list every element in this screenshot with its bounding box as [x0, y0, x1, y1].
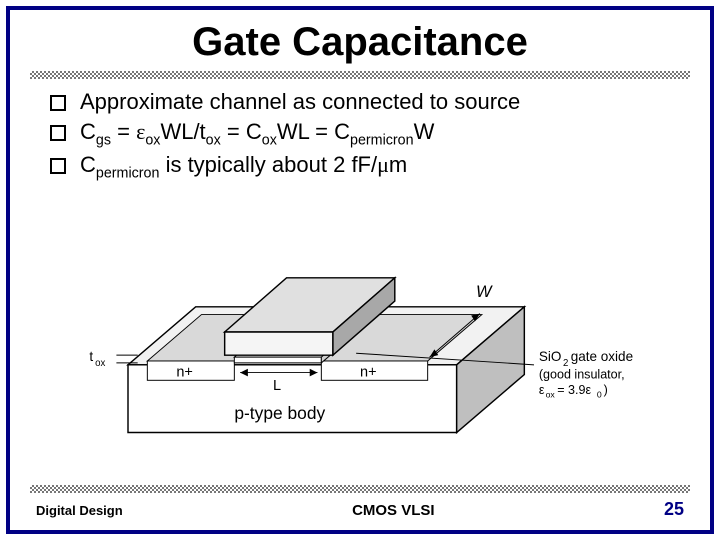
- transistor-diagram: L W t ox n+ n+ p-type body SiO 2 gate ox…: [70, 245, 650, 475]
- footer-row: Digital Design CMOS VLSI 25: [30, 499, 690, 520]
- bullet-item: Cpermicron is typically about 2 fF/μm: [50, 152, 670, 181]
- label-tox-sub: ox: [95, 358, 105, 369]
- bullet-text: Approximate channel as connected to sour…: [80, 89, 520, 115]
- label-L: L: [273, 378, 281, 394]
- label-oxide-2b-sub: ox: [546, 390, 556, 400]
- label-nplus-left: n+: [176, 364, 193, 380]
- label-nplus-right: n+: [360, 364, 377, 380]
- bullet-marker-icon: [50, 95, 66, 111]
- label-oxide-1: SiO: [539, 349, 562, 364]
- bullet-marker-icon: [50, 158, 66, 174]
- slide-title: Gate Capacitance: [10, 10, 710, 71]
- label-oxide-2d: ): [604, 383, 608, 397]
- label-tox: t: [89, 349, 93, 364]
- bullet-marker-icon: [50, 125, 66, 141]
- label-W: W: [476, 283, 493, 301]
- label-oxide-2: (good insulator,: [539, 367, 625, 381]
- slide-border: Gate Capacitance Approximate channel as …: [6, 6, 714, 534]
- footer-left: Digital Design: [36, 503, 123, 518]
- label-oxide-2c-sub: 0: [597, 390, 602, 400]
- gate-front: [225, 332, 333, 355]
- slide-footer: Digital Design CMOS VLSI 25: [30, 485, 690, 520]
- bullet-list: Approximate channel as connected to sour…: [10, 89, 710, 182]
- bullet-item: Cgs = εoxWL/tox = CoxWL = CpermicronW: [50, 119, 670, 148]
- diagram-svg: L W t ox n+ n+ p-type body SiO 2 gate ox…: [70, 245, 650, 475]
- oxide-front: [234, 357, 321, 363]
- footer-center: CMOS VLSI: [352, 502, 435, 519]
- bullet-item: Approximate channel as connected to sour…: [50, 89, 670, 115]
- label-oxide-2b: ε: [539, 383, 545, 397]
- label-oxide-1b: gate oxide: [571, 349, 633, 364]
- bullet-text: Cgs = εoxWL/tox = CoxWL = CpermicronW: [80, 119, 434, 148]
- label-body: p-type body: [234, 403, 325, 423]
- title-divider: [30, 71, 690, 79]
- footer-page-number: 25: [664, 499, 684, 520]
- label-oxide-2c: = 3.9ε: [557, 383, 591, 397]
- footer-divider: [30, 485, 690, 493]
- bullet-text: Cpermicron is typically about 2 fF/μm: [80, 152, 407, 181]
